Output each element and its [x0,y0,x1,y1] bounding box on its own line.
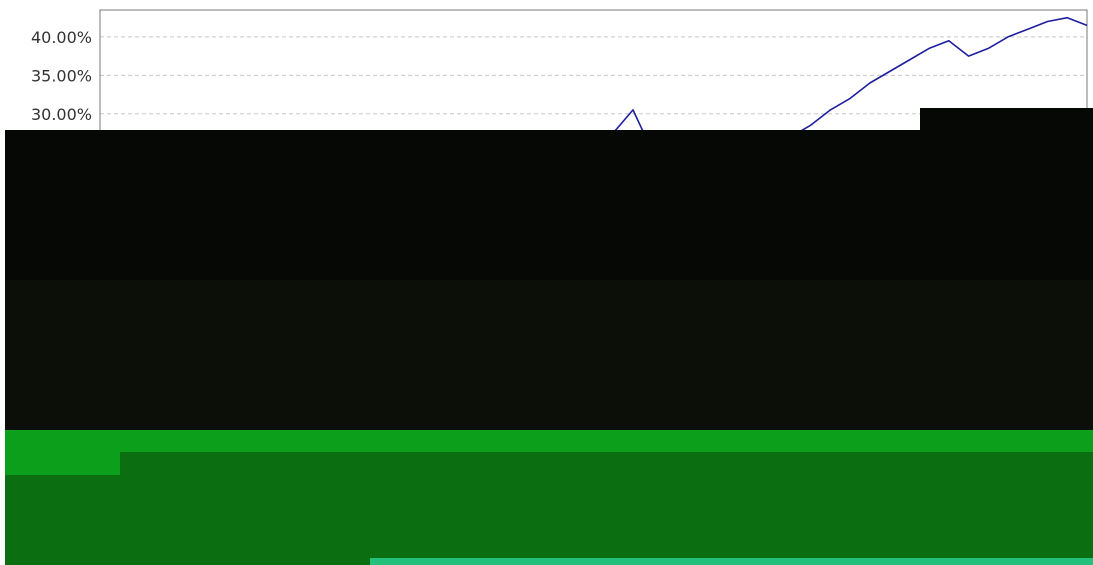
render-artifact-green-band [5,452,1093,565]
render-artifact-green-block [5,430,120,475]
render-artifact-dark-band [5,280,1093,430]
render-artifact-green-band [5,430,1093,452]
y-tick-label: 30.00% [31,105,92,124]
y-tick-label: 40.00% [31,28,92,47]
render-artifact-dark-band [5,130,1093,280]
render-artifact-cyan-strip [370,558,1093,565]
render-artifact-dark-block [920,108,1093,132]
y-tick-label: 35.00% [31,66,92,85]
